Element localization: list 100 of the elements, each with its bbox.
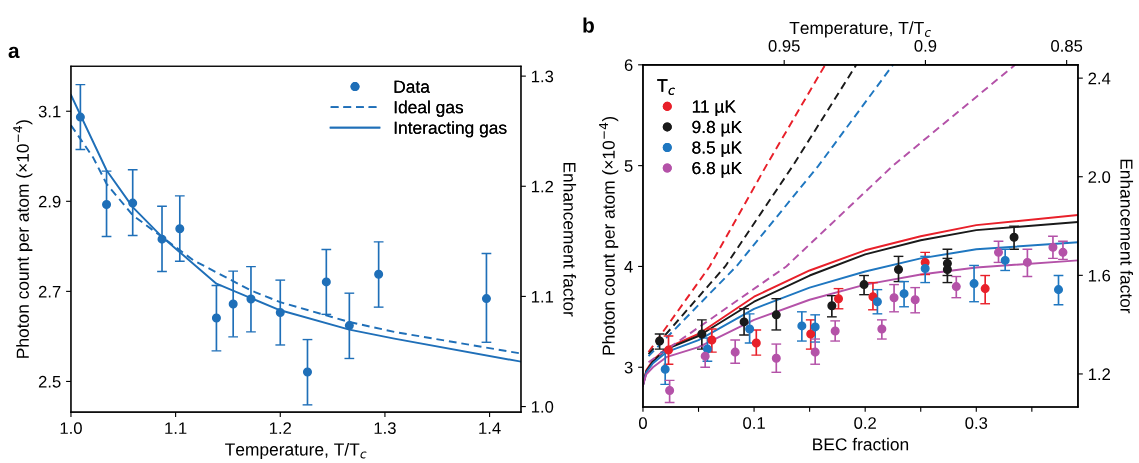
y-tick-label: 6 [624,59,633,72]
point [830,326,840,336]
line-series [647,64,894,358]
y-tick-label: 2.7 [38,285,61,298]
point [827,301,837,311]
legend-label: Interacting gas [394,121,507,138]
y-tick-label: 2.9 [38,195,61,208]
point [810,347,820,357]
point [228,299,238,309]
y-axis-title: Photon count per atom (×10$^{−4}$) [13,120,33,358]
point [157,234,167,244]
point [1048,242,1058,252]
y2-tick-label: 2.4 [1088,72,1111,85]
y2-tick-label: 1.2 [1088,368,1110,380]
x-tick-label: 1.0 [60,422,82,435]
legend-label: 11 µK [692,100,736,117]
legend-title: T$_{c}$ [657,79,675,95]
legend-label: Data [394,80,430,93]
y-tick-label: 2.5 [38,375,61,388]
point [771,353,781,363]
point [697,329,707,339]
point [980,284,990,294]
point [1009,232,1019,242]
legend-label: 6.8 µK [692,161,742,178]
x-tick-label: 1.2 [269,422,292,434]
point [700,351,710,361]
y2-axis-title: Enhancement factor [1120,159,1134,314]
point [344,321,354,331]
point [745,324,755,334]
point [374,269,384,279]
point [872,297,882,307]
y2-tick-label: 1.3 [531,70,554,83]
point [739,317,749,327]
y-tick-label: 3 [624,361,633,374]
y2-axis-title: Enhancement factor [563,162,577,317]
point [1058,247,1068,257]
point [128,198,138,208]
point [920,263,930,273]
point [707,335,717,345]
point [859,280,869,290]
chart-title: a [8,46,20,59]
x-tick-label: 0 [638,417,647,429]
line-series [647,64,858,356]
point [877,324,887,334]
point [969,279,979,289]
x2-tick-label: 0.85 [1051,40,1083,52]
point [655,336,665,346]
point [1053,285,1064,295]
point [806,329,816,339]
line-series [647,64,827,354]
point [275,308,285,318]
y2-tick-label: 1.0 [531,400,554,413]
point [302,367,312,377]
point [751,338,761,348]
point [833,294,844,304]
point [660,364,670,374]
point [664,345,674,355]
line-series [647,64,1017,364]
point [771,310,781,320]
x-tick-label: 1.1 [165,422,187,434]
point [175,224,185,234]
point [810,322,820,332]
x2-axis-title: Temperature, T/T$_{c}$ [789,21,931,38]
point [75,112,85,122]
x2-tick-label: 0.95 [768,40,800,52]
point [1022,257,1032,267]
point [797,321,807,331]
x-tick-label: 0.2 [854,417,876,429]
point [102,199,112,209]
chart-title: b [583,17,594,33]
point [910,295,920,305]
point [321,277,331,287]
y2-tick-label: 2.0 [1088,171,1111,183]
legend-label: 8.5 µK [692,141,742,158]
y-axis-title: Photon count per atom (×10$^{−4}$) [599,116,619,355]
point [893,264,904,274]
x-tick-label: 1.4 [479,422,501,434]
point [211,313,221,323]
y-tick-label: 4 [624,261,633,273]
point [889,293,899,303]
x2-tick-label: 0.9 [914,40,937,52]
x-tick-label: 0.3 [965,417,988,429]
point [993,247,1004,257]
point [702,344,712,354]
point [951,282,961,292]
y-tick-label: 3.1 [38,105,61,118]
point [899,289,909,299]
y2-tick-label: 1.6 [1088,269,1111,282]
point [730,347,740,357]
point [481,294,491,304]
y2-tick-label: 1.2 [531,180,554,193]
point [1000,255,1010,265]
x-axis-title: Temperature, T/T$_{c}$ [225,442,367,460]
legend-label: Ideal gas [394,100,464,117]
y2-tick-label: 1.1 [531,290,554,303]
x-tick-label: 1.3 [374,422,396,435]
point [246,294,256,304]
x-axis-title: BEC fraction [813,437,909,451]
y-tick-label: 5 [624,160,633,172]
legend-label: 9.8 µK [692,120,742,137]
